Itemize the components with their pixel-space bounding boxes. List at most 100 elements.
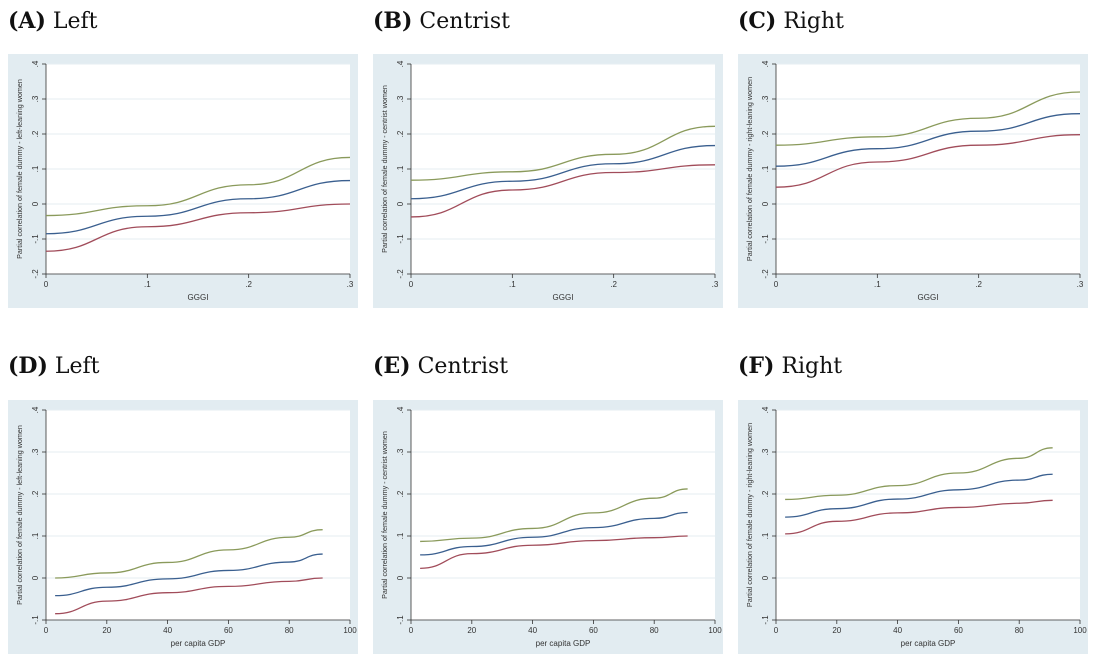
panel-title-e: (E) Centrist <box>373 353 508 379</box>
x-tick-label: 0 <box>774 280 779 289</box>
y-tick-label: .3 <box>761 448 770 455</box>
chart-svg: -.2 -.1 0 .1 .2 .3 .4 0 .1 .2 .3 GGGI Partial correl… <box>373 54 723 308</box>
y-tick-label: -.1 <box>396 234 405 244</box>
chart-svg: -.2 -.1 0 .1 .2 .3 .4 0 .1 .2 .3 GGGI Partial correl… <box>738 54 1088 308</box>
y-tick-label: .2 <box>761 490 770 497</box>
y-tick-label: -.1 <box>31 234 40 244</box>
panel-letter: (E) <box>373 353 411 379</box>
y-tick-label: .3 <box>761 95 770 102</box>
x-tick-label: .2 <box>975 280 982 289</box>
x-tick-label: .1 <box>874 280 881 289</box>
y-tick-label: .4 <box>761 60 770 67</box>
series-line-0 <box>785 447 1053 501</box>
x-tick-label: .3 <box>712 280 719 289</box>
x-axis-label: per capita GDP <box>171 639 226 648</box>
chart-panel-e: -.1 0 .1 .2 .3 .4 0 20 40 60 80 100 per capita GDP Pa… <box>373 400 723 654</box>
panel-name: Left <box>52 9 98 34</box>
y-tick-label: 0 <box>396 201 405 206</box>
y-tick-label: .4 <box>396 60 405 67</box>
y-tick-label: -.1 <box>761 234 770 244</box>
plot-area <box>46 410 350 620</box>
x-tick-label: .2 <box>610 280 617 289</box>
series-line-2 <box>55 577 323 615</box>
y-axis-label: Partial correlation of female dummy - ri… <box>745 423 754 607</box>
x-tick-label: 20 <box>467 626 476 635</box>
y-tick-label: -.1 <box>761 615 770 625</box>
y-tick-label: -.1 <box>31 615 40 625</box>
series-line-1 <box>775 113 1081 167</box>
x-tick-label: 0 <box>774 626 779 635</box>
panel-letter: (A) <box>8 8 46 34</box>
x-tick-label: 80 <box>650 626 659 635</box>
x-tick-label: 60 <box>954 626 963 635</box>
y-tick-label: .1 <box>31 532 40 539</box>
chart-svg: -.1 0 .1 .2 .3 .4 0 20 40 60 80 100 per capita GDP Pa… <box>738 400 1088 654</box>
x-tick-label: 80 <box>285 626 294 635</box>
y-tick-label: .4 <box>396 406 405 413</box>
panel-letter: (D) <box>8 353 48 379</box>
series-line-2 <box>785 499 1053 535</box>
y-tick-label: -.1 <box>396 615 405 625</box>
x-tick-label: 80 <box>1015 626 1024 635</box>
y-tick-label: .4 <box>31 406 40 413</box>
y-tick-label: -.2 <box>31 269 40 279</box>
y-tick-label: .1 <box>396 532 405 539</box>
y-tick-label: .2 <box>396 490 405 497</box>
x-tick-label: 0 <box>44 280 49 289</box>
panel-title-a: (A) Left <box>8 8 98 34</box>
x-tick-label: 100 <box>343 626 357 635</box>
chart-panel-b: -.2 -.1 0 .1 .2 .3 .4 0 .1 .2 .3 GGGI Partial correl… <box>373 54 723 308</box>
series-line-0 <box>45 156 351 217</box>
y-axis-label: Partial correlation of female dummy - ce… <box>380 85 389 253</box>
x-tick-label: 0 <box>409 280 414 289</box>
y-tick-label: .3 <box>31 448 40 455</box>
x-tick-label: 100 <box>708 626 722 635</box>
y-tick-label: .4 <box>31 60 40 67</box>
y-tick-label: .1 <box>31 165 40 172</box>
x-tick-label: 20 <box>102 626 111 635</box>
y-tick-label: .1 <box>396 165 405 172</box>
x-tick-label: 40 <box>528 626 537 635</box>
series-line-1 <box>420 511 688 556</box>
panel-name: Right <box>783 9 845 34</box>
plot-area <box>776 410 1080 620</box>
panel-letter: (B) <box>373 8 413 34</box>
y-tick-label: .2 <box>396 130 405 137</box>
x-tick-label: .1 <box>509 280 516 289</box>
x-tick-label: .3 <box>1077 280 1084 289</box>
chart-svg: -.2 -.1 0 .1 .2 .3 .4 0 .1 .2 .3 GGGI Partial correl… <box>8 54 358 308</box>
chart-panel-c: -.2 -.1 0 .1 .2 .3 .4 0 .1 .2 .3 GGGI Partial correl… <box>738 54 1088 308</box>
y-tick-label: 0 <box>396 575 405 580</box>
x-tick-label: .2 <box>245 280 252 289</box>
y-tick-label: .1 <box>761 532 770 539</box>
x-tick-label: .3 <box>347 280 354 289</box>
panel-name: Right <box>781 354 843 379</box>
y-tick-label: 0 <box>31 575 40 580</box>
panel-title-c: (C) Right <box>738 8 844 34</box>
x-tick-label: 0 <box>44 626 49 635</box>
series-line-2 <box>420 535 688 569</box>
y-tick-label: .1 <box>761 165 770 172</box>
y-axis-label: Partial correlation of female dummy - le… <box>15 425 24 605</box>
y-tick-label: .2 <box>31 490 40 497</box>
y-tick-label: 0 <box>31 201 40 206</box>
plot-area <box>411 410 715 620</box>
panel-title-f: (F) Right <box>738 353 842 379</box>
x-tick-label: 60 <box>589 626 598 635</box>
x-tick-label: 0 <box>409 626 414 635</box>
x-axis-label: GGGI <box>918 293 939 302</box>
panel-letter: (F) <box>738 353 775 379</box>
panel-title-d: (D) Left <box>8 353 100 379</box>
x-tick-label: 40 <box>893 626 902 635</box>
series-line-0 <box>775 91 1081 146</box>
series-line-1 <box>45 179 351 235</box>
series-line-2 <box>775 134 1081 188</box>
series-line-2 <box>410 164 716 218</box>
y-tick-label: 0 <box>761 575 770 580</box>
panel-name: Left <box>54 354 100 379</box>
y-tick-label: -.2 <box>396 269 405 279</box>
series-line-0 <box>420 488 688 543</box>
x-axis-label: per capita GDP <box>536 639 591 648</box>
panel-name: Centrist <box>419 9 510 34</box>
series-line-0 <box>410 125 716 181</box>
